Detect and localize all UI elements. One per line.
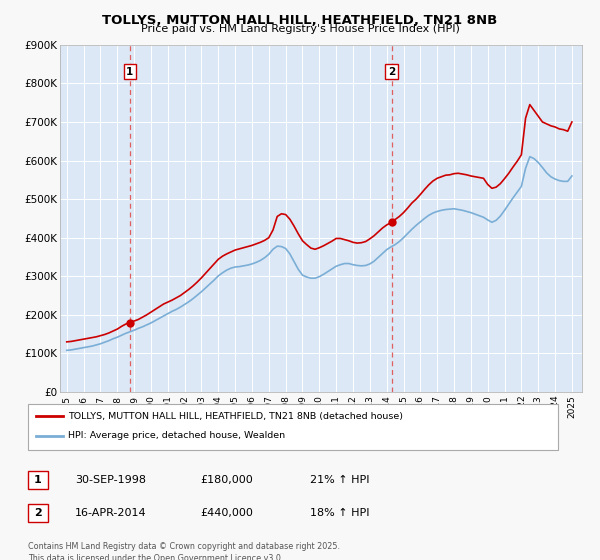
Text: 2: 2 (34, 508, 42, 518)
Text: 18% ↑ HPI: 18% ↑ HPI (310, 508, 370, 518)
Text: Price paid vs. HM Land Registry's House Price Index (HPI): Price paid vs. HM Land Registry's House … (140, 24, 460, 34)
Bar (28, 504, 48, 522)
Text: 30-SEP-1998: 30-SEP-1998 (75, 475, 146, 485)
Text: TOLLYS, MUTTON HALL HILL, HEATHFIELD, TN21 8NB (detached house): TOLLYS, MUTTON HALL HILL, HEATHFIELD, TN… (68, 412, 403, 421)
Text: 2: 2 (388, 67, 395, 77)
Text: TOLLYS, MUTTON HALL HILL, HEATHFIELD, TN21 8NB: TOLLYS, MUTTON HALL HILL, HEATHFIELD, TN… (103, 14, 497, 27)
Bar (28, 404, 558, 450)
Text: 21% ↑ HPI: 21% ↑ HPI (310, 475, 370, 485)
Text: Contains HM Land Registry data © Crown copyright and database right 2025.
This d: Contains HM Land Registry data © Crown c… (28, 542, 340, 560)
Text: 1: 1 (34, 475, 42, 485)
Text: £440,000: £440,000 (200, 508, 253, 518)
Bar (28, 471, 48, 489)
Text: HPI: Average price, detached house, Wealden: HPI: Average price, detached house, Weal… (68, 432, 285, 441)
Text: £180,000: £180,000 (200, 475, 253, 485)
Text: 1: 1 (126, 67, 134, 77)
Text: 16-APR-2014: 16-APR-2014 (75, 508, 146, 518)
